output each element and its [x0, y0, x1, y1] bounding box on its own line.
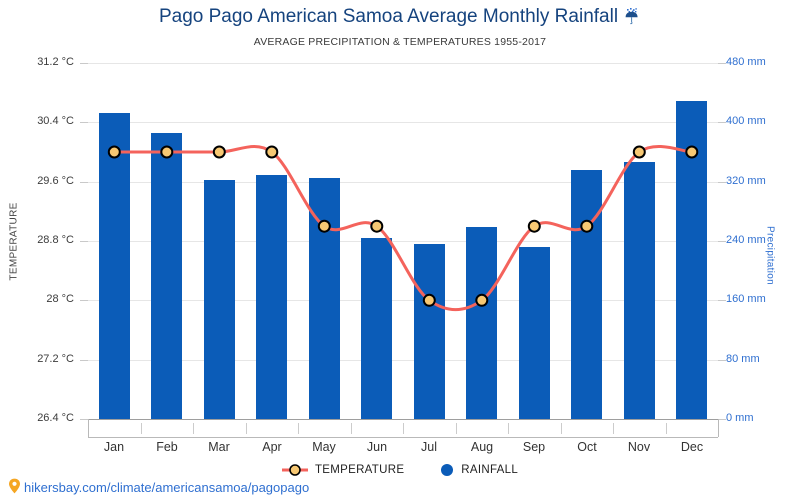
x-axis-month-label: Dec [680, 440, 704, 454]
x-axis-tick [403, 423, 404, 434]
y-axis-right-label: 480 mm [726, 56, 766, 68]
rainfall-bar[interactable] [466, 227, 497, 419]
y-axis-right-tick [718, 419, 726, 420]
umbrella-rain-icon [623, 7, 641, 31]
temperature-marker[interactable]: Apr: 30 °C [265, 145, 279, 159]
y-axis-right-tick [718, 63, 726, 64]
gridline [88, 122, 718, 123]
rainfall-bar[interactable] [624, 162, 655, 419]
x-axis-month-label: Jul [421, 440, 437, 454]
rainfall-bar[interactable] [256, 175, 287, 419]
temperature-marker[interactable]: Mar: 30 °C [212, 145, 226, 159]
rainfall-bar[interactable] [571, 170, 602, 419]
y-axis-right-tick [718, 241, 726, 242]
y-axis-right-tick [718, 122, 726, 123]
y-axis-right-tick [718, 182, 726, 183]
rainfall-bar[interactable] [99, 113, 130, 419]
x-axis-tick [88, 419, 89, 437]
location-pin-icon [8, 478, 21, 497]
legend-label-rainfall: RAINFALL [461, 464, 519, 476]
y-axis-right-label: 80 mm [726, 353, 760, 365]
gridline [88, 360, 718, 361]
legend-item-rainfall[interactable]: RAINFALL [440, 463, 518, 477]
x-axis-month-label: Aug [470, 440, 494, 454]
rainfall-bar[interactable] [204, 180, 235, 419]
source-url: hikersbay.com/climate/americansamoa/pago… [24, 480, 310, 496]
temperature-marker[interactable]: Sep: 29 °C [527, 219, 541, 233]
y-axis-left-tick [80, 241, 88, 242]
y-axis-left-label: 28.8 °C [37, 234, 74, 246]
temperature-markers: Jan: 30 °CFeb: 30 °CMar: 30 °CApr: 30 °C… [107, 145, 699, 307]
y-axis-right-label: 240 mm [726, 234, 766, 246]
rainfall-bar[interactable] [676, 101, 707, 419]
x-axis-tick [666, 423, 667, 434]
rainfall-bar[interactable] [151, 133, 182, 419]
x-axis-month-label: Oct [577, 440, 597, 454]
legend-label-temperature: TEMPERATURE [314, 464, 405, 476]
y-axis-left-label: 30.4 °C [37, 115, 74, 127]
rainfall-bar[interactable] [361, 238, 392, 419]
y-axis-title-precipitation: Precipitation [764, 226, 776, 285]
y-axis-left-label: 29.6 °C [37, 175, 74, 187]
x-axis-tick [613, 423, 614, 434]
rainfall-bar[interactable] [519, 247, 550, 419]
y-axis-right-label: 320 mm [726, 175, 766, 187]
y-axis-left-tick [80, 360, 88, 361]
temperature-line-path [112, 145, 694, 312]
y-axis-left-tick [80, 419, 88, 420]
y-axis-left-label: 28 °C [46, 293, 74, 305]
rainfall-dot-icon [440, 463, 454, 477]
x-axis-month-label: Jan [103, 440, 125, 454]
temperature-marker[interactable]: Jun: 29 °C [370, 219, 384, 233]
y-axis-right-label: 160 mm [726, 293, 766, 305]
y-axis-left-tick [80, 122, 88, 123]
x-axis-tick [561, 423, 562, 434]
temperature-marker[interactable]: Nov: 30 °C [632, 145, 646, 159]
y-axis-right-tick [718, 300, 726, 301]
rainfall-bar[interactable] [414, 244, 445, 419]
x-axis-tick [193, 423, 194, 434]
x-axis-tick [508, 423, 509, 434]
x-axis-month-label: Nov [627, 440, 651, 454]
x-axis-month-label: Apr [262, 440, 282, 454]
x-axis-month-label: Sep [522, 440, 546, 454]
x-axis-tick [298, 423, 299, 434]
x-axis-tick [246, 423, 247, 434]
x-axis-month-label: Feb [156, 440, 178, 454]
x-axis-tick [456, 423, 457, 434]
gridline [88, 63, 718, 64]
y-axis-right-label: 0 mm [726, 412, 754, 424]
x-axis-line [88, 419, 718, 420]
rainfall-bar[interactable] [309, 178, 340, 419]
x-axis-month-label: May [312, 440, 336, 454]
x-axis-month-label: Mar [208, 440, 230, 454]
source-link[interactable]: hikersbay.com/climate/americansamoa/pago… [8, 478, 309, 497]
page-subtitle: AVERAGE PRECIPITATION & TEMPERATURES 195… [253, 36, 547, 48]
x-axis-tick [141, 423, 142, 434]
legend-item-temperature[interactable]: TEMPERATURE [281, 464, 405, 476]
chart-legend: TEMPERATURE RAINFALL [0, 463, 800, 477]
y-axis-left-label: 27.2 °C [37, 353, 74, 365]
y-axis-title-temperature: TEMPERATURE [8, 202, 20, 281]
y-axis-left-tick [80, 63, 88, 64]
y-axis-left-label: 26.4 °C [37, 412, 74, 424]
x-axis-tick [351, 423, 352, 434]
y-axis-left-tick [80, 182, 88, 183]
page-title: Pago Pago American Samoa Average Monthly… [0, 6, 800, 31]
y-axis-left-tick [80, 300, 88, 301]
y-axis-right-tick [718, 360, 726, 361]
x-axis-month-label: Jun [366, 440, 388, 454]
y-axis-left-label: 31.2 °C [37, 56, 74, 68]
x-axis-tick [718, 419, 719, 437]
x-axis-baseline [88, 437, 718, 438]
y-axis-right-label: 400 mm [726, 115, 766, 127]
page-title-text: Pago Pago American Samoa Average Monthly… [158, 6, 619, 27]
temperature-marker-icon [281, 464, 308, 476]
